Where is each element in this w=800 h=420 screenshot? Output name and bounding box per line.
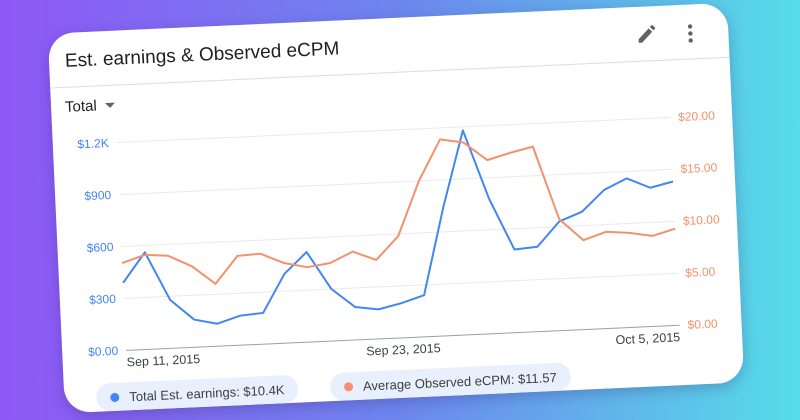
- chart-card: Est. earnings & Observed eCPM Total $0.0…: [47, 2, 745, 414]
- y-left-tick-label: $1.2K: [77, 136, 109, 151]
- legend-earnings-dot: [110, 392, 120, 402]
- y-left-tick-label: $0.00: [88, 344, 119, 359]
- x-tick-label: Oct 5, 2015: [615, 330, 680, 347]
- metric-dropdown[interactable]: Total: [65, 93, 116, 119]
- x-tick-label: Sep 23, 2015: [366, 341, 441, 358]
- legend-earnings[interactable]: Total Est. earnings: $10.4K: [95, 374, 300, 412]
- legend-earnings-label: Total Est. earnings: $10.4K: [128, 381, 285, 404]
- legend-ecpm[interactable]: Average Observed eCPM: $11.57: [329, 362, 572, 402]
- line-chart: $0.00 $300 $600 $900 $1.2K $0.00 $5.00 $10.00 $1…: [77, 108, 721, 369]
- legend-ecpm-dot: [343, 381, 354, 392]
- y-right-tick-label: $5.00: [685, 265, 716, 280]
- gridline: [119, 168, 673, 196]
- x-tick-label: Sep 11, 2015: [126, 352, 200, 369]
- more-options-button[interactable]: [678, 18, 703, 49]
- y-right-tick-label: $15.00: [680, 160, 718, 176]
- y-left-tick-label: $600: [86, 240, 114, 255]
- edit-button[interactable]: [630, 20, 661, 51]
- card-title: Est. earnings & Observed eCPM: [64, 38, 340, 72]
- legend-ecpm-label: Average Observed eCPM: $11.57: [362, 369, 558, 394]
- chevron-down-icon: [104, 102, 115, 108]
- ecpm-series-line: [121, 138, 676, 285]
- dropdown-label: Total: [64, 96, 98, 116]
- earnings-series-line: [122, 129, 674, 325]
- more-vert-icon: [687, 24, 693, 43]
- gridline: [116, 116, 671, 144]
- y-right-tick-label: $20.00: [678, 108, 716, 124]
- y-right-tick-label: $0.00: [687, 317, 718, 332]
- x-axis-line: [126, 324, 680, 351]
- y-left-tick-label: $300: [89, 292, 117, 307]
- y-right-tick-label: $10.00: [683, 212, 721, 228]
- y-left-tick-label: $900: [84, 188, 112, 203]
- gridline: [123, 272, 678, 299]
- pencil-icon: [638, 25, 656, 43]
